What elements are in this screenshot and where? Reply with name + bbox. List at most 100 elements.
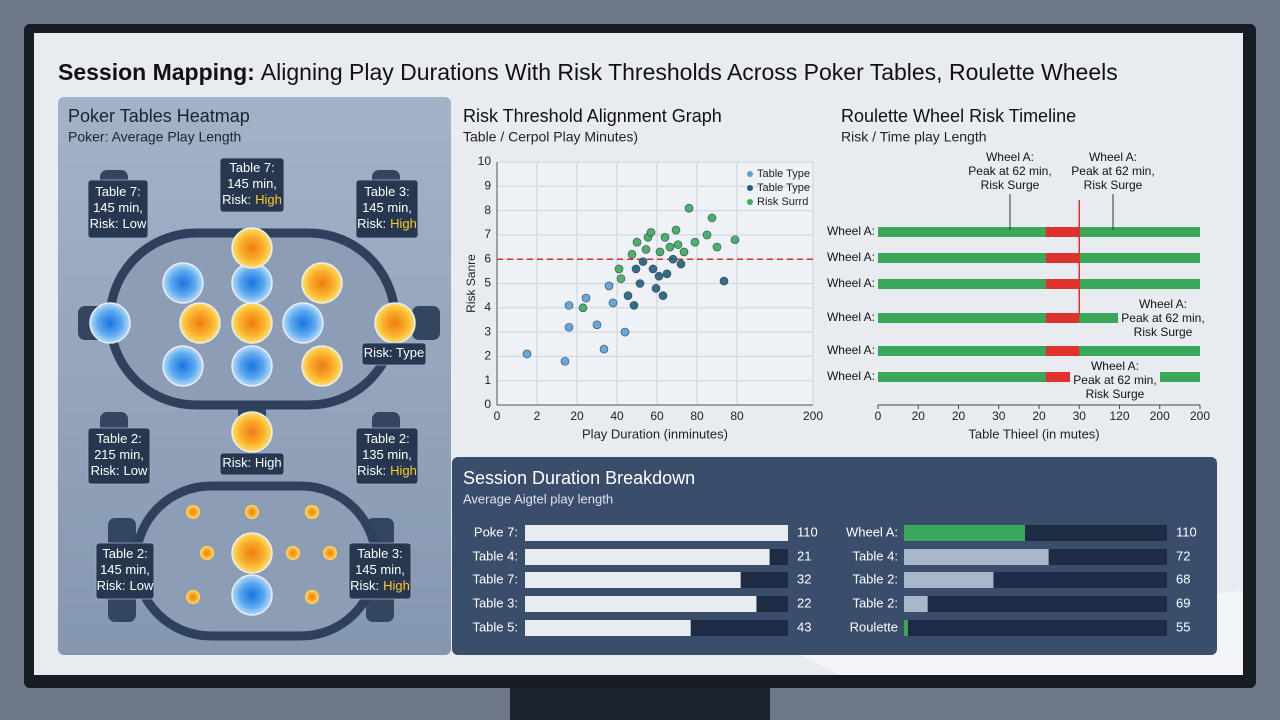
risk-segment [1045, 313, 1080, 323]
legend-label: Risk Surrd [757, 196, 808, 208]
y-tick-label: 3 [484, 324, 491, 338]
bar-value: 21 [797, 548, 811, 563]
heat-dot [186, 505, 200, 519]
risk-segment [1045, 372, 1080, 382]
bar-label: Table 2: [852, 595, 898, 610]
x-tick-label: 30 [1073, 409, 1087, 423]
scatter-point [522, 349, 532, 359]
callout-line: 145 min, [100, 562, 150, 577]
scatter-point [604, 281, 614, 291]
heat-dot [305, 505, 319, 519]
row-label: Wheel A: [827, 343, 875, 357]
bar [904, 620, 908, 636]
bar [904, 596, 928, 612]
annotation-text: Risk Surge [1086, 387, 1145, 401]
bar-track [904, 620, 1167, 636]
callout-text: Risk: Type [364, 345, 424, 360]
annotation-bg [1118, 297, 1208, 341]
scatter-point [629, 301, 639, 310]
annotation-text: Peak at 62 min, [1073, 373, 1156, 387]
scatter-point [638, 257, 648, 266]
scatter-point [679, 247, 689, 257]
legend-marker [747, 185, 753, 191]
page-title: Session Mapping: Aligning Play Durations … [58, 59, 1118, 85]
timeline-bar [878, 372, 1200, 382]
scatter-point [671, 225, 681, 235]
callout-text: Table 2: [102, 546, 148, 561]
scatter-point [707, 213, 717, 223]
x-tick-label: 80 [730, 409, 744, 423]
chair [412, 306, 440, 340]
bar-label: Table 3: [472, 595, 518, 610]
x-tick-label: 200 [1150, 409, 1170, 423]
callout-text: Risk: High [222, 192, 282, 207]
callout-line: Table 2: [102, 546, 148, 561]
bar [904, 525, 1025, 541]
callout-box [355, 179, 419, 239]
callout-line: Risk: [357, 216, 386, 231]
x-tick-label: 0 [875, 409, 882, 423]
callout-risk: High [255, 192, 282, 207]
heat-dot [245, 505, 259, 519]
scatter-point [592, 320, 602, 330]
y-tick-label: 5 [484, 276, 491, 290]
scatter-point [648, 264, 658, 274]
callout-text: 145 min, [93, 200, 143, 215]
timeline-bar [878, 313, 1200, 323]
x-tick-label: 20 [912, 409, 926, 423]
bar [904, 549, 1049, 565]
heat-dot [323, 546, 337, 560]
callout-line: Risk: [91, 463, 120, 478]
scatter-point [564, 301, 574, 310]
callout-text: Risk: High [350, 578, 410, 593]
risk-segment [1045, 346, 1080, 356]
callout-box [87, 427, 151, 485]
callout-risk: High [390, 216, 417, 231]
annotation-text: Peak at 62 min, [1121, 311, 1204, 325]
scatter-point [673, 240, 683, 249]
scatter-point [719, 276, 729, 286]
legend-marker [747, 199, 753, 205]
callout-line: 145 min, [227, 176, 277, 191]
bar [904, 572, 994, 588]
heat-dot [286, 546, 300, 560]
x-tick-label: 0 [494, 409, 501, 423]
legend-label: Table Type [757, 182, 810, 194]
bar-label: Table 7: [472, 571, 518, 586]
timeline-bar [878, 279, 1200, 289]
heat-seat [89, 302, 131, 344]
scatter-point [651, 284, 661, 293]
y-tick-label: 10 [478, 154, 492, 168]
bar-label: Wheel A: [846, 524, 898, 539]
annotation-text: Wheel A: [1139, 297, 1187, 311]
x-axis-label: Play Duration (inminutes) [582, 426, 728, 441]
callout-line: Risk: [97, 578, 126, 593]
callout-box [355, 427, 419, 485]
bar-label: Poke 7: [474, 524, 518, 539]
poker-title: Poker Tables Heatmap [68, 106, 250, 126]
callout-text: Table 7: [95, 184, 141, 199]
scatter-point [660, 233, 670, 242]
scatter-point [684, 203, 694, 213]
scatter-point [578, 303, 588, 313]
annotation-text: Peak at 62 min, [968, 164, 1051, 178]
x-axis-label: Table Thieel (in mutes) [968, 426, 1099, 441]
callout-box [219, 452, 285, 476]
annotation-text: Peak at 62 min, [1071, 164, 1154, 178]
scatter-point [564, 322, 574, 332]
bar [525, 596, 757, 612]
bar-value: 22 [797, 595, 811, 610]
callout-line: Risk: [357, 463, 386, 478]
y-tick-label: 4 [484, 300, 491, 314]
callout-text: 145 min, [355, 562, 405, 577]
callout-line: Risk: [90, 216, 119, 231]
bar-value: 32 [797, 571, 811, 586]
callout-text: 215 min, [94, 447, 144, 462]
scatter-point [654, 271, 664, 281]
title-text: Aligning Play Durations With Risk Thresh… [261, 59, 1118, 85]
heat-seat [374, 302, 416, 344]
callout-text: Risk: High [357, 216, 417, 231]
callout-text: Risk: High [357, 463, 417, 478]
scatter-point [690, 237, 700, 247]
